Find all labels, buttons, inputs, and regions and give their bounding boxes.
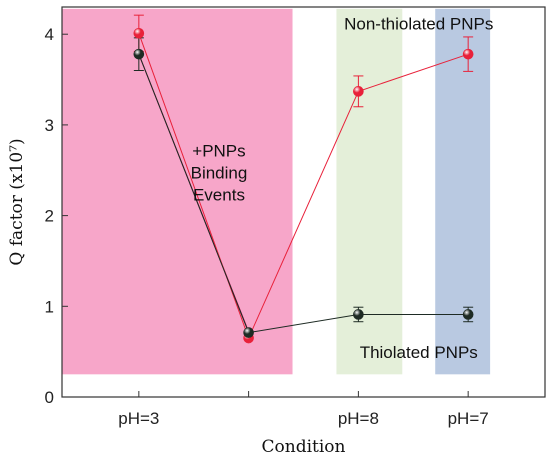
annotation-line: Binding [191, 164, 248, 183]
series-line-1 [138, 53, 469, 334]
axis-ticks [62, 33, 469, 398]
data-point [133, 48, 145, 60]
x-tick-label: pH=7 [448, 409, 489, 428]
y-tick-label: 0 [45, 388, 54, 407]
annotation-0: +PNPs Binding Events [191, 142, 248, 205]
annotation-line: +PNPs [192, 142, 245, 161]
shaded-region-1 [336, 8, 403, 375]
x-tick-label: pH=3 [118, 409, 159, 428]
x-axis-title: Condition [262, 437, 346, 457]
annotation-line: Thiolated PNPs [360, 343, 478, 362]
series-line-0 [138, 33, 469, 340]
data-points [133, 28, 474, 344]
data-point [353, 86, 364, 97]
data-point [133, 28, 145, 39]
annotation-2: Thiolated PNPs [360, 343, 478, 362]
x-tick-labels: pH=3 pH=8 pH=7 [118, 409, 488, 428]
y-tick-label: 4 [45, 25, 54, 44]
y-tick-label: 2 [45, 207, 54, 226]
annotation-line: Events [193, 186, 245, 205]
data-point [243, 327, 254, 338]
shaded-region-2 [435, 8, 491, 375]
data-point [353, 309, 364, 320]
annotation-1: Non-thiolated PNPs [344, 15, 493, 34]
data-point [462, 48, 474, 60]
y-tick-labels: 0 1 2 3 4 [45, 25, 54, 407]
shaded-regions [62, 8, 491, 375]
x-tick-label: pH=8 [338, 409, 379, 428]
series-lines [138, 33, 469, 340]
data-point [462, 309, 474, 320]
y-axis-title: Q factor (x10⁷) [7, 138, 27, 265]
y-tick-label: 1 [45, 297, 54, 316]
shaded-region-0 [62, 8, 293, 375]
plot-frame [61, 6, 546, 398]
annotations: +PNPs Binding Events Non-thiolated PNPs Thio… [191, 15, 494, 362]
annotation-line: Non-thiolated PNPs [344, 15, 493, 34]
y-tick-label: 3 [45, 116, 54, 135]
